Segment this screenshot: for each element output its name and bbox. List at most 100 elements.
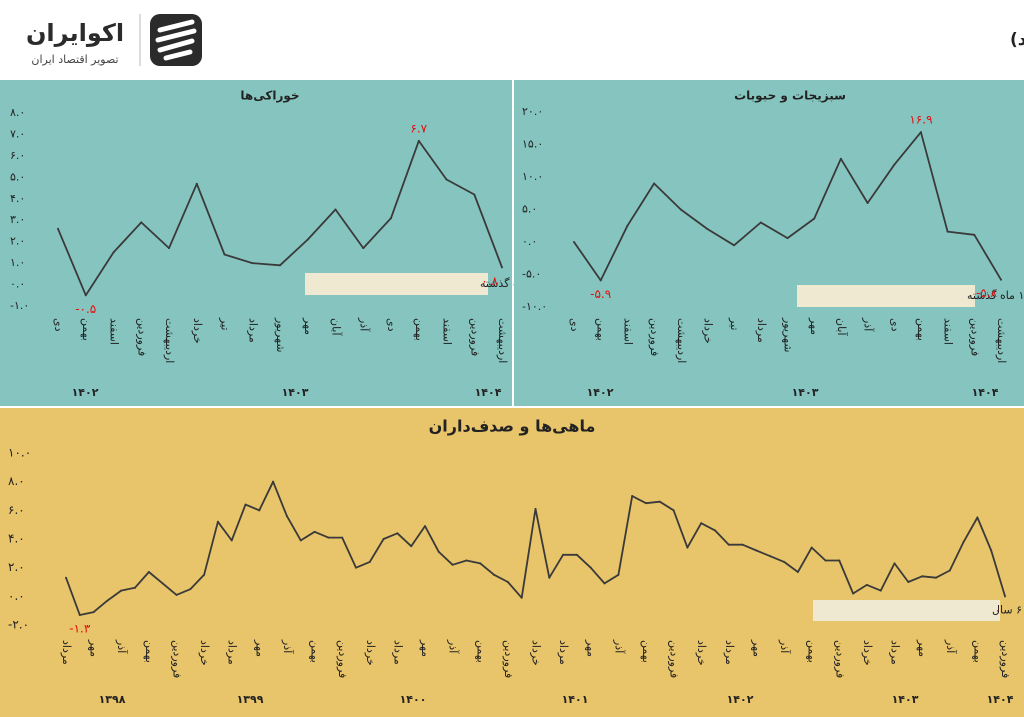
x-tick-label: مهر [750,639,763,657]
x-tick-label: فروردین [668,640,681,678]
x-tick-label: تیر [219,317,232,330]
x-tick-label: فروردین [135,318,148,356]
data-point [534,507,537,510]
y-tick-label: ۷.۰ [10,127,25,140]
data-point [946,230,949,233]
data-point [251,262,254,265]
data-point [786,237,789,240]
data-point [120,589,123,592]
y-tick-label: ۰.۰ [522,235,537,248]
annotation: پایین‌ترین تورم در بیش از ۶ سال [992,604,1024,617]
year-label: ۱۴۰۲ [72,386,99,399]
x-tick-label: اردیبهشت [995,318,1008,363]
data-point [216,520,219,523]
data-point [341,536,344,539]
data-point [976,516,979,519]
y-tick-label: ۲۰.۰ [522,105,543,118]
data-point [893,562,896,565]
data-point [92,611,95,614]
y-tick-label: -۲.۰ [8,618,29,632]
data-point [520,596,523,599]
data-point [112,251,115,254]
y-tick-label: ۳.۰ [10,213,25,226]
data-point [258,509,261,512]
data-point [562,553,565,556]
x-tick-label: بهمن [640,640,653,663]
data-point [299,539,302,542]
data-point [306,238,309,241]
x-tick-label: بهمن [915,318,928,341]
y-tick-label: -۱۰.۰ [522,300,547,313]
annotation-box [305,273,488,295]
data-point [57,227,59,230]
data-point [396,532,399,535]
data-point [327,536,330,539]
data-point [479,562,482,565]
data-point [230,539,233,542]
y-tick-label: ۴.۰ [8,532,25,546]
data-point [285,515,288,518]
y-tick-label: ۵.۰ [10,170,25,183]
data-point [653,182,656,185]
data-point [203,573,206,576]
logo-stripes [155,19,197,61]
y-tick-label: ۵.۰ [522,203,537,216]
y-tick-label: ۸.۰ [10,106,25,119]
data-point [706,228,709,230]
data-point [161,582,164,585]
data-point [783,560,786,563]
data-point [417,139,420,142]
data-point [686,546,689,549]
y-tick-label: -۵.۰ [522,268,541,281]
x-tick-label: اسفند [108,318,121,345]
x-tick-label: مرداد [391,640,404,665]
year-label: ۱۴۰۱ [562,693,589,706]
data-point [84,294,87,297]
x-tick-label: مهر [808,317,821,335]
x-tick-label: مرداد [723,640,736,665]
x-tick-label: مرداد [755,318,768,343]
year-label: ۱۴۰۲ [587,386,614,399]
data-point [672,509,675,512]
y-tick-label: ۲.۰ [10,235,25,248]
data-point [506,581,509,583]
data-point [990,549,993,552]
x-tick-label: فروردین [968,318,981,356]
data-point [382,538,385,540]
x-tick-label: اردیبهشت [163,318,176,363]
x-tick-label: آبان [330,318,344,336]
x-tick-label: مهر [88,639,101,657]
y-tick-label: ۸.۰ [8,474,25,488]
data-point [658,500,661,503]
data-point [644,502,647,505]
data-point [424,525,427,528]
x-tick-label: فروردین [502,640,515,678]
data-label: -۰.۵ [75,302,96,316]
data-point [741,543,744,546]
x-tick-label: خرداد [364,640,377,666]
data-point [106,599,109,602]
x-tick-label: خرداد [695,640,708,666]
data-point [175,593,178,596]
year-label: ۱۴۰۳ [892,693,919,706]
y-tick-label: ۰.۰ [10,278,25,291]
x-tick-label: شهریور [782,317,795,352]
logo-tagline: تصویر اقتصاد ایران [31,53,118,66]
data-point [195,182,198,185]
data-point [410,545,413,548]
x-tick-label: بهمن [595,318,608,341]
year-label: ۱۴۰۳ [792,386,819,399]
data-point [759,221,762,224]
x-tick-label: دی [385,318,398,332]
data-point [575,553,578,556]
data-point [1004,595,1006,598]
x-tick-label: اسفند [621,318,634,345]
x-tick-label: بهمن [413,318,426,341]
x-tick-label: اردیبهشت [675,318,688,363]
data-point [501,266,503,269]
x-tick-label: آذر [447,639,461,654]
data-point [334,208,337,211]
x-tick-label: اسفند [441,318,454,345]
x-tick-label: مهر [302,317,315,335]
data-point [362,247,365,250]
